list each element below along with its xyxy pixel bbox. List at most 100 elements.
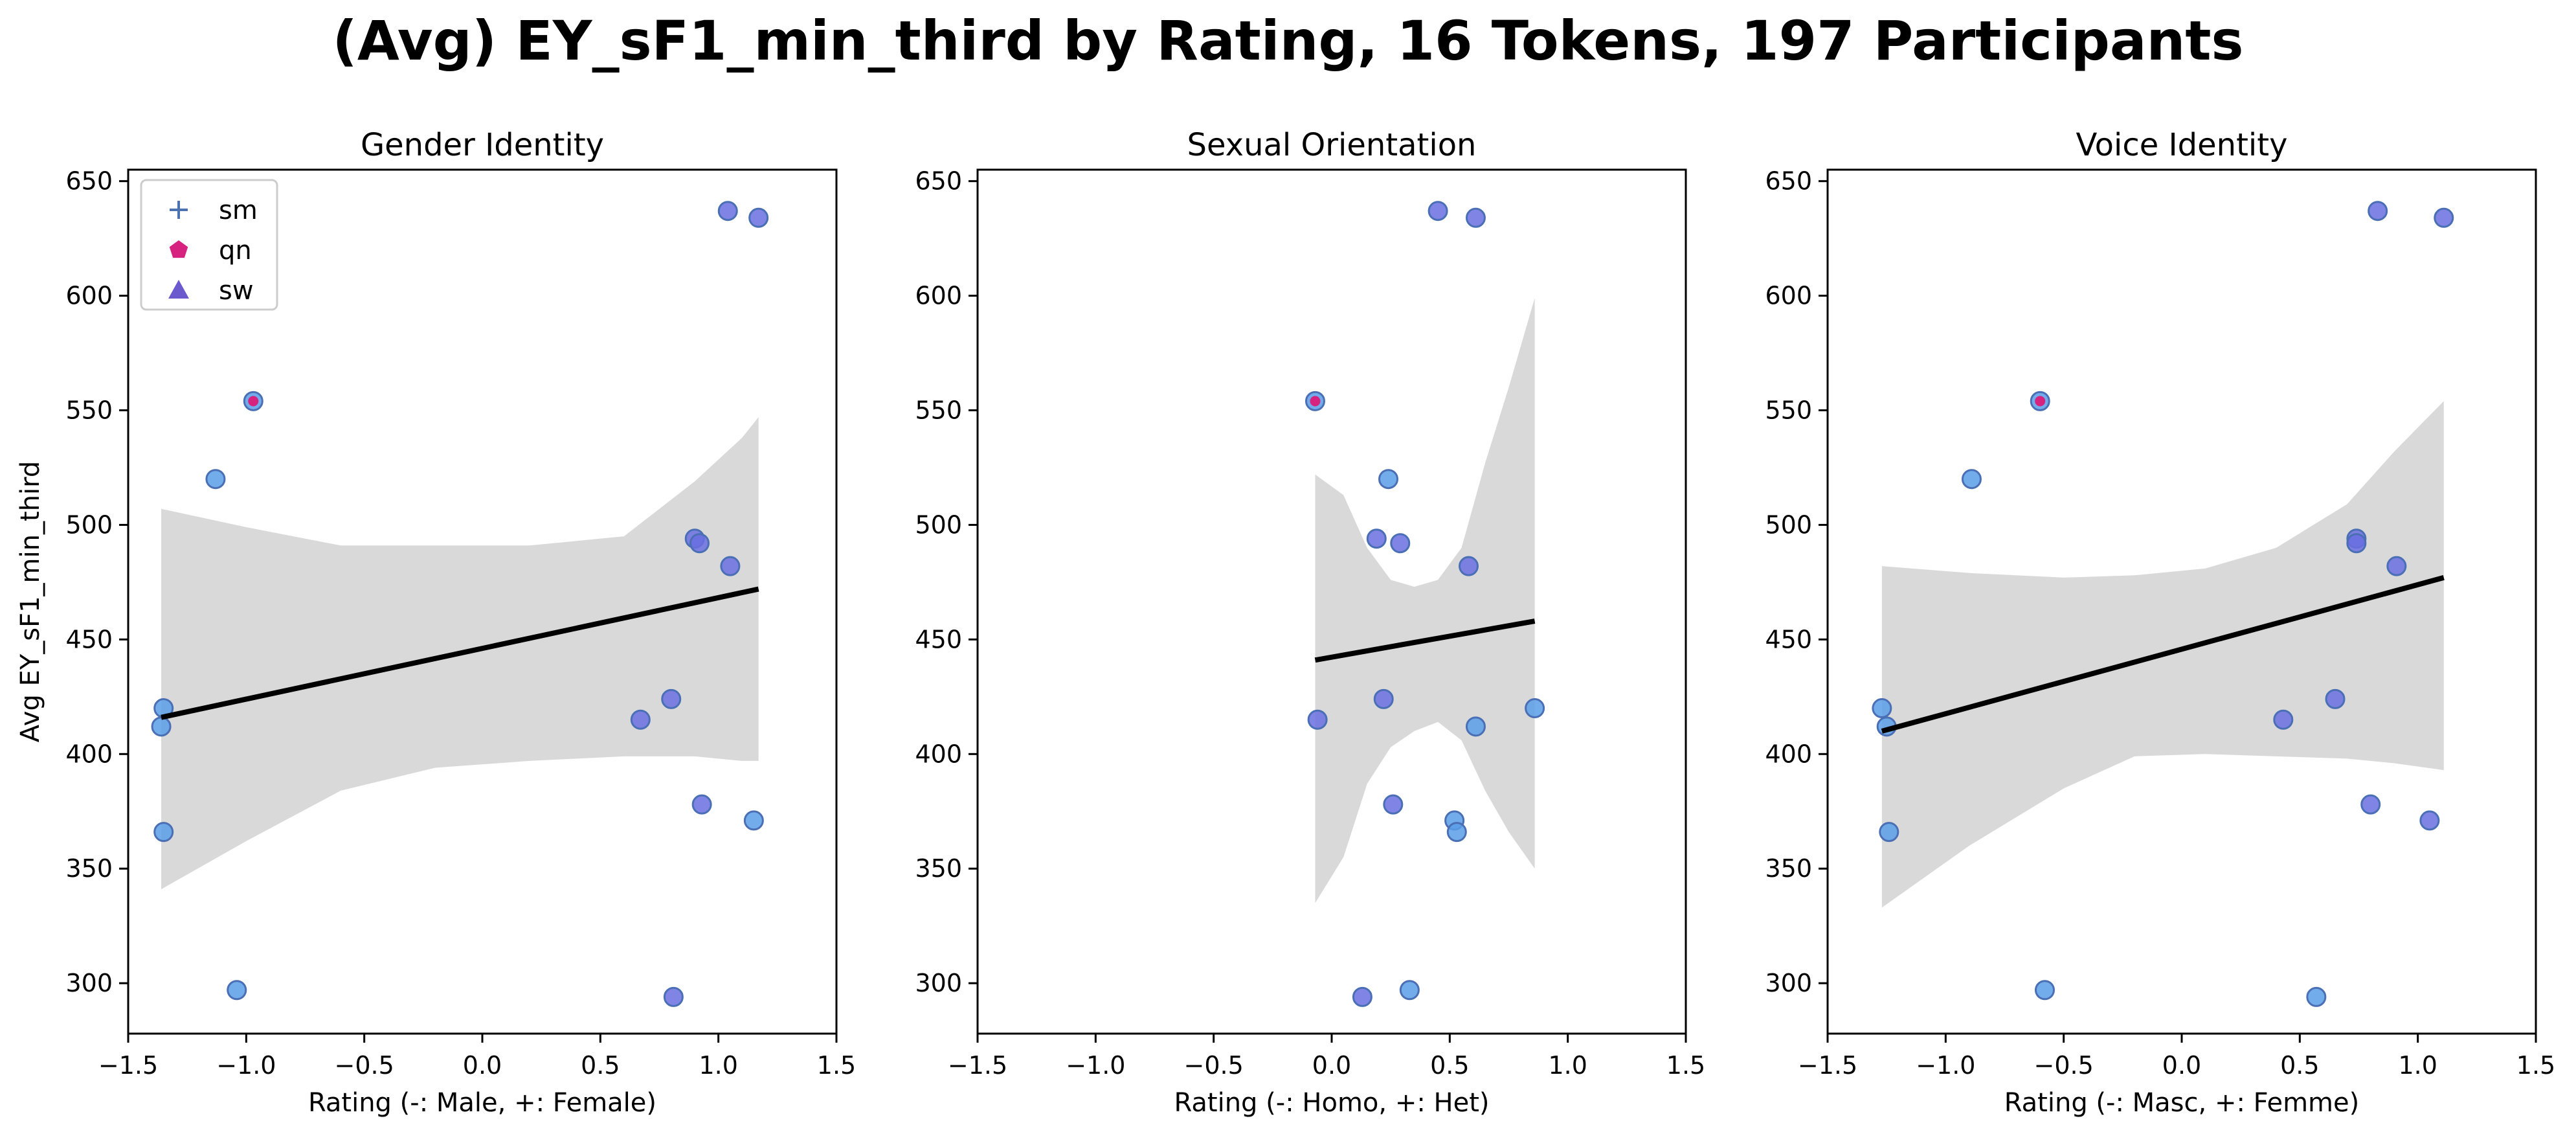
x-axis-label: Rating (-: Homo, +: Het) [1174, 1088, 1489, 1118]
data-point-sm [743, 810, 764, 831]
y-tick-label: 450 [1765, 625, 1812, 653]
data-point-sw [663, 986, 684, 1007]
data-point-sw [2346, 533, 2367, 554]
data-point-sw [717, 201, 738, 221]
legend-marker-pentagon [169, 240, 188, 258]
x-tick-label: −1.0 [216, 1051, 276, 1080]
data-point-qn-center [2035, 396, 2046, 407]
data-point-sw [1428, 201, 1448, 221]
y-tick-label: 350 [915, 854, 962, 883]
data-point-sw [689, 533, 710, 554]
legend-marker-triangle [168, 280, 189, 299]
y-tick-label: 450 [915, 625, 962, 653]
y-tick-label: 350 [1765, 854, 1812, 883]
data-point-sw [1383, 794, 1404, 815]
regression-line [1314, 618, 1536, 663]
confidence-band [1315, 298, 1535, 903]
data-point-sw [2386, 556, 2407, 576]
data-point-sm [1879, 822, 1899, 843]
regression-line [161, 586, 759, 720]
y-tick-label: 600 [65, 282, 113, 310]
data-point-sw [748, 207, 769, 228]
data-point-sw [661, 688, 682, 709]
data-point-sm [1872, 698, 1892, 719]
data-point-sw [1459, 556, 1479, 576]
x-tick-label: −1.5 [948, 1051, 1007, 1080]
subplot-title: Voice Identity [2076, 127, 2288, 163]
y-tick-label: 450 [65, 625, 113, 653]
figure-title: (Avg) EY_sF1_min_third by Rating, 16 Tok… [332, 9, 2244, 73]
legend-label: qn [219, 236, 252, 266]
x-tick-label: 0.5 [1430, 1051, 1469, 1080]
data-point-sw [2325, 688, 2346, 709]
y-tick-label: 550 [65, 396, 113, 425]
data-point-sw [1352, 986, 1372, 1007]
x-axis-label: Rating (-: Male, +: Female) [308, 1088, 656, 1118]
y-tick-label: 300 [65, 969, 113, 997]
data-point-sm [227, 980, 247, 1001]
x-tick-label: 1.5 [2516, 1051, 2555, 1080]
legend: sm qn sw [140, 179, 278, 311]
data-point-sm [1399, 980, 1420, 1001]
y-tick-label: 300 [1765, 969, 1812, 997]
data-point-sw [2360, 794, 2381, 815]
data-point-sm [1961, 469, 1982, 490]
data-point-sm [1525, 698, 1545, 719]
subplot-title: Gender Identity [361, 127, 604, 163]
x-tick-label: 0.0 [1312, 1051, 1351, 1080]
x-tick-label: 1.0 [699, 1051, 737, 1080]
y-tick-label: 650 [1765, 167, 1812, 196]
x-tick-label: −0.5 [1184, 1051, 1244, 1080]
data-point-sw [630, 709, 651, 730]
y-tick-label: 300 [915, 969, 962, 997]
data-point-sw [1390, 533, 1411, 554]
x-tick-label: −1.0 [1066, 1051, 1125, 1080]
x-tick-label: 0.0 [2162, 1051, 2201, 1080]
x-tick-label: 0.5 [2280, 1051, 2319, 1080]
x-tick-label: 1.0 [2398, 1051, 2437, 1080]
y-tick-label: 550 [915, 396, 962, 425]
data-point-sm [2306, 986, 2327, 1007]
y-tick-label: 400 [65, 740, 113, 768]
x-tick-label: 1.0 [1548, 1051, 1587, 1080]
y-tick-label: 600 [915, 282, 962, 310]
data-point-sm [205, 469, 226, 490]
x-tick-label: −0.5 [335, 1051, 394, 1080]
x-tick-label: 0.5 [581, 1051, 620, 1080]
data-point-sw [2368, 201, 2388, 221]
x-tick-label: 0.0 [463, 1051, 502, 1080]
legend-label: sm [219, 196, 258, 225]
data-point-sw [2434, 207, 2454, 228]
data-point-sm [1446, 822, 1467, 843]
y-tick-label: 500 [65, 510, 113, 539]
y-tick-label: 500 [915, 510, 962, 539]
y-tick-label: 400 [915, 740, 962, 768]
legend-label: sw [219, 276, 254, 306]
y-tick-label: 500 [1765, 510, 1812, 539]
subplot-voice-identity: Voice Identity −1.5 −1.0 −0.5 0.0 0.5 1.0 1.5 30… [1765, 127, 2555, 1118]
x-tick-label: −1.5 [98, 1051, 158, 1080]
data-point-qn-center [1310, 396, 1321, 407]
y-tick-label: 550 [1765, 396, 1812, 425]
y-tick-label: 400 [1765, 740, 1812, 768]
x-tick-label: 1.5 [1666, 1051, 1705, 1080]
regression-line [1881, 574, 2445, 734]
y-tick-label: 600 [1765, 282, 1812, 310]
data-point-sm [1465, 716, 1486, 737]
x-tick-label: −0.5 [2034, 1051, 2094, 1080]
data-point-sm [151, 716, 172, 737]
x-tick-label: 1.5 [817, 1051, 856, 1080]
y-axis-label: Avg EY_sF1_min_third [16, 461, 45, 743]
data-point-sw [1307, 709, 1328, 730]
data-point-sw [2419, 810, 2440, 831]
subplot-gender-identity: Gender Identity −1.5 −1.0 −0.5 0.0 0.5 1.0 1.5 3… [16, 127, 856, 1118]
data-point-sw [1465, 207, 1486, 228]
y-tick-label: 650 [65, 167, 113, 196]
data-point-sm [2034, 980, 2055, 1001]
x-tick-label: −1.5 [1798, 1051, 1857, 1080]
data-point-sw [1366, 528, 1387, 549]
y-tick-label: 350 [65, 854, 113, 883]
data-point-sw [1373, 688, 1394, 709]
data-point-sw [2273, 709, 2294, 730]
